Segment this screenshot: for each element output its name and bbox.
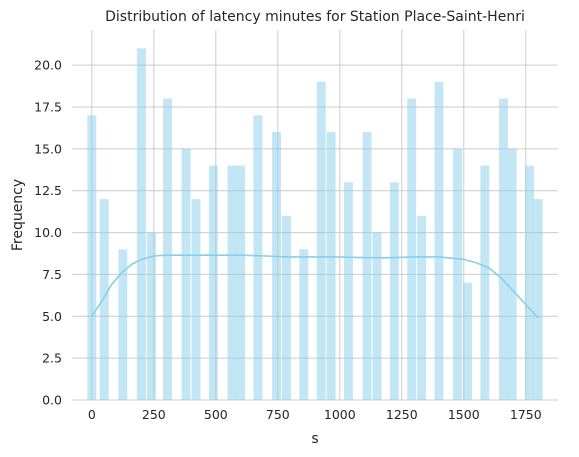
y-tick-label: 20.0	[34, 58, 62, 73]
y-tick-label: 12.5	[34, 183, 62, 198]
x-tick-label: 1500	[448, 407, 480, 422]
x-tick-label: 0	[88, 407, 96, 422]
y-axis-ticks: 0.0 2.5 5.0 7.5 10.0 12.5 15.0 17.5 20.0	[34, 58, 62, 408]
histogram-bar	[272, 132, 282, 400]
histogram-bar	[87, 115, 97, 400]
histogram-bar	[99, 199, 109, 400]
histogram-bar	[498, 98, 508, 401]
histogram-bar	[525, 165, 534, 400]
histogram-bar	[372, 232, 382, 400]
x-tick-label: 1000	[324, 407, 356, 422]
y-tick-label: 5.0	[42, 309, 62, 324]
histogram-bar	[118, 249, 128, 400]
x-axis-label: s	[311, 431, 318, 447]
y-tick-label: 7.5	[42, 267, 62, 282]
y-tick-label: 2.5	[42, 351, 62, 366]
histogram-bar	[480, 165, 490, 400]
chart-title: Distribution of latency minutes for Stat…	[105, 9, 525, 25]
histogram-bar	[389, 182, 399, 400]
x-tick-label: 1250	[386, 407, 418, 422]
histogram-bar	[453, 148, 463, 400]
histogram-bar	[146, 232, 156, 400]
histogram-bar	[191, 199, 201, 400]
histogram-bar	[417, 215, 427, 400]
histogram-bar	[181, 148, 191, 400]
histogram-bar	[236, 165, 246, 400]
histogram-bar	[463, 282, 472, 400]
histogram-bar	[344, 182, 353, 400]
histogram-bar	[299, 249, 309, 400]
histogram-bar	[136, 48, 146, 400]
histogram-bar	[208, 165, 218, 400]
x-tick-label: 750	[266, 407, 290, 422]
histogram-bars	[87, 48, 543, 401]
histogram-bar	[163, 98, 172, 401]
histogram-bar	[362, 132, 372, 400]
histogram-bar	[282, 215, 291, 400]
histogram-bar	[434, 81, 444, 400]
y-tick-label: 17.5	[34, 100, 62, 115]
histogram-bar	[227, 165, 237, 400]
x-tick-label: 500	[204, 407, 228, 422]
y-tick-label: 10.0	[34, 225, 62, 240]
x-axis-ticks: 0 250 500 750 1000 1250 1500 1750	[88, 407, 542, 422]
x-tick-label: 250	[142, 407, 166, 422]
kde-curve	[91, 254, 539, 319]
x-tick-label: 1750	[510, 407, 542, 422]
y-tick-label: 0.0	[42, 393, 62, 408]
y-axis-label: Frequency	[10, 179, 26, 251]
y-tick-label: 15.0	[34, 141, 62, 156]
histogram-bar	[533, 199, 543, 400]
histogram-bar	[253, 115, 263, 400]
histogram-bar	[326, 132, 336, 400]
histogram-bar	[507, 148, 517, 400]
histogram-bar	[407, 98, 417, 401]
histogram-bar	[316, 81, 326, 400]
